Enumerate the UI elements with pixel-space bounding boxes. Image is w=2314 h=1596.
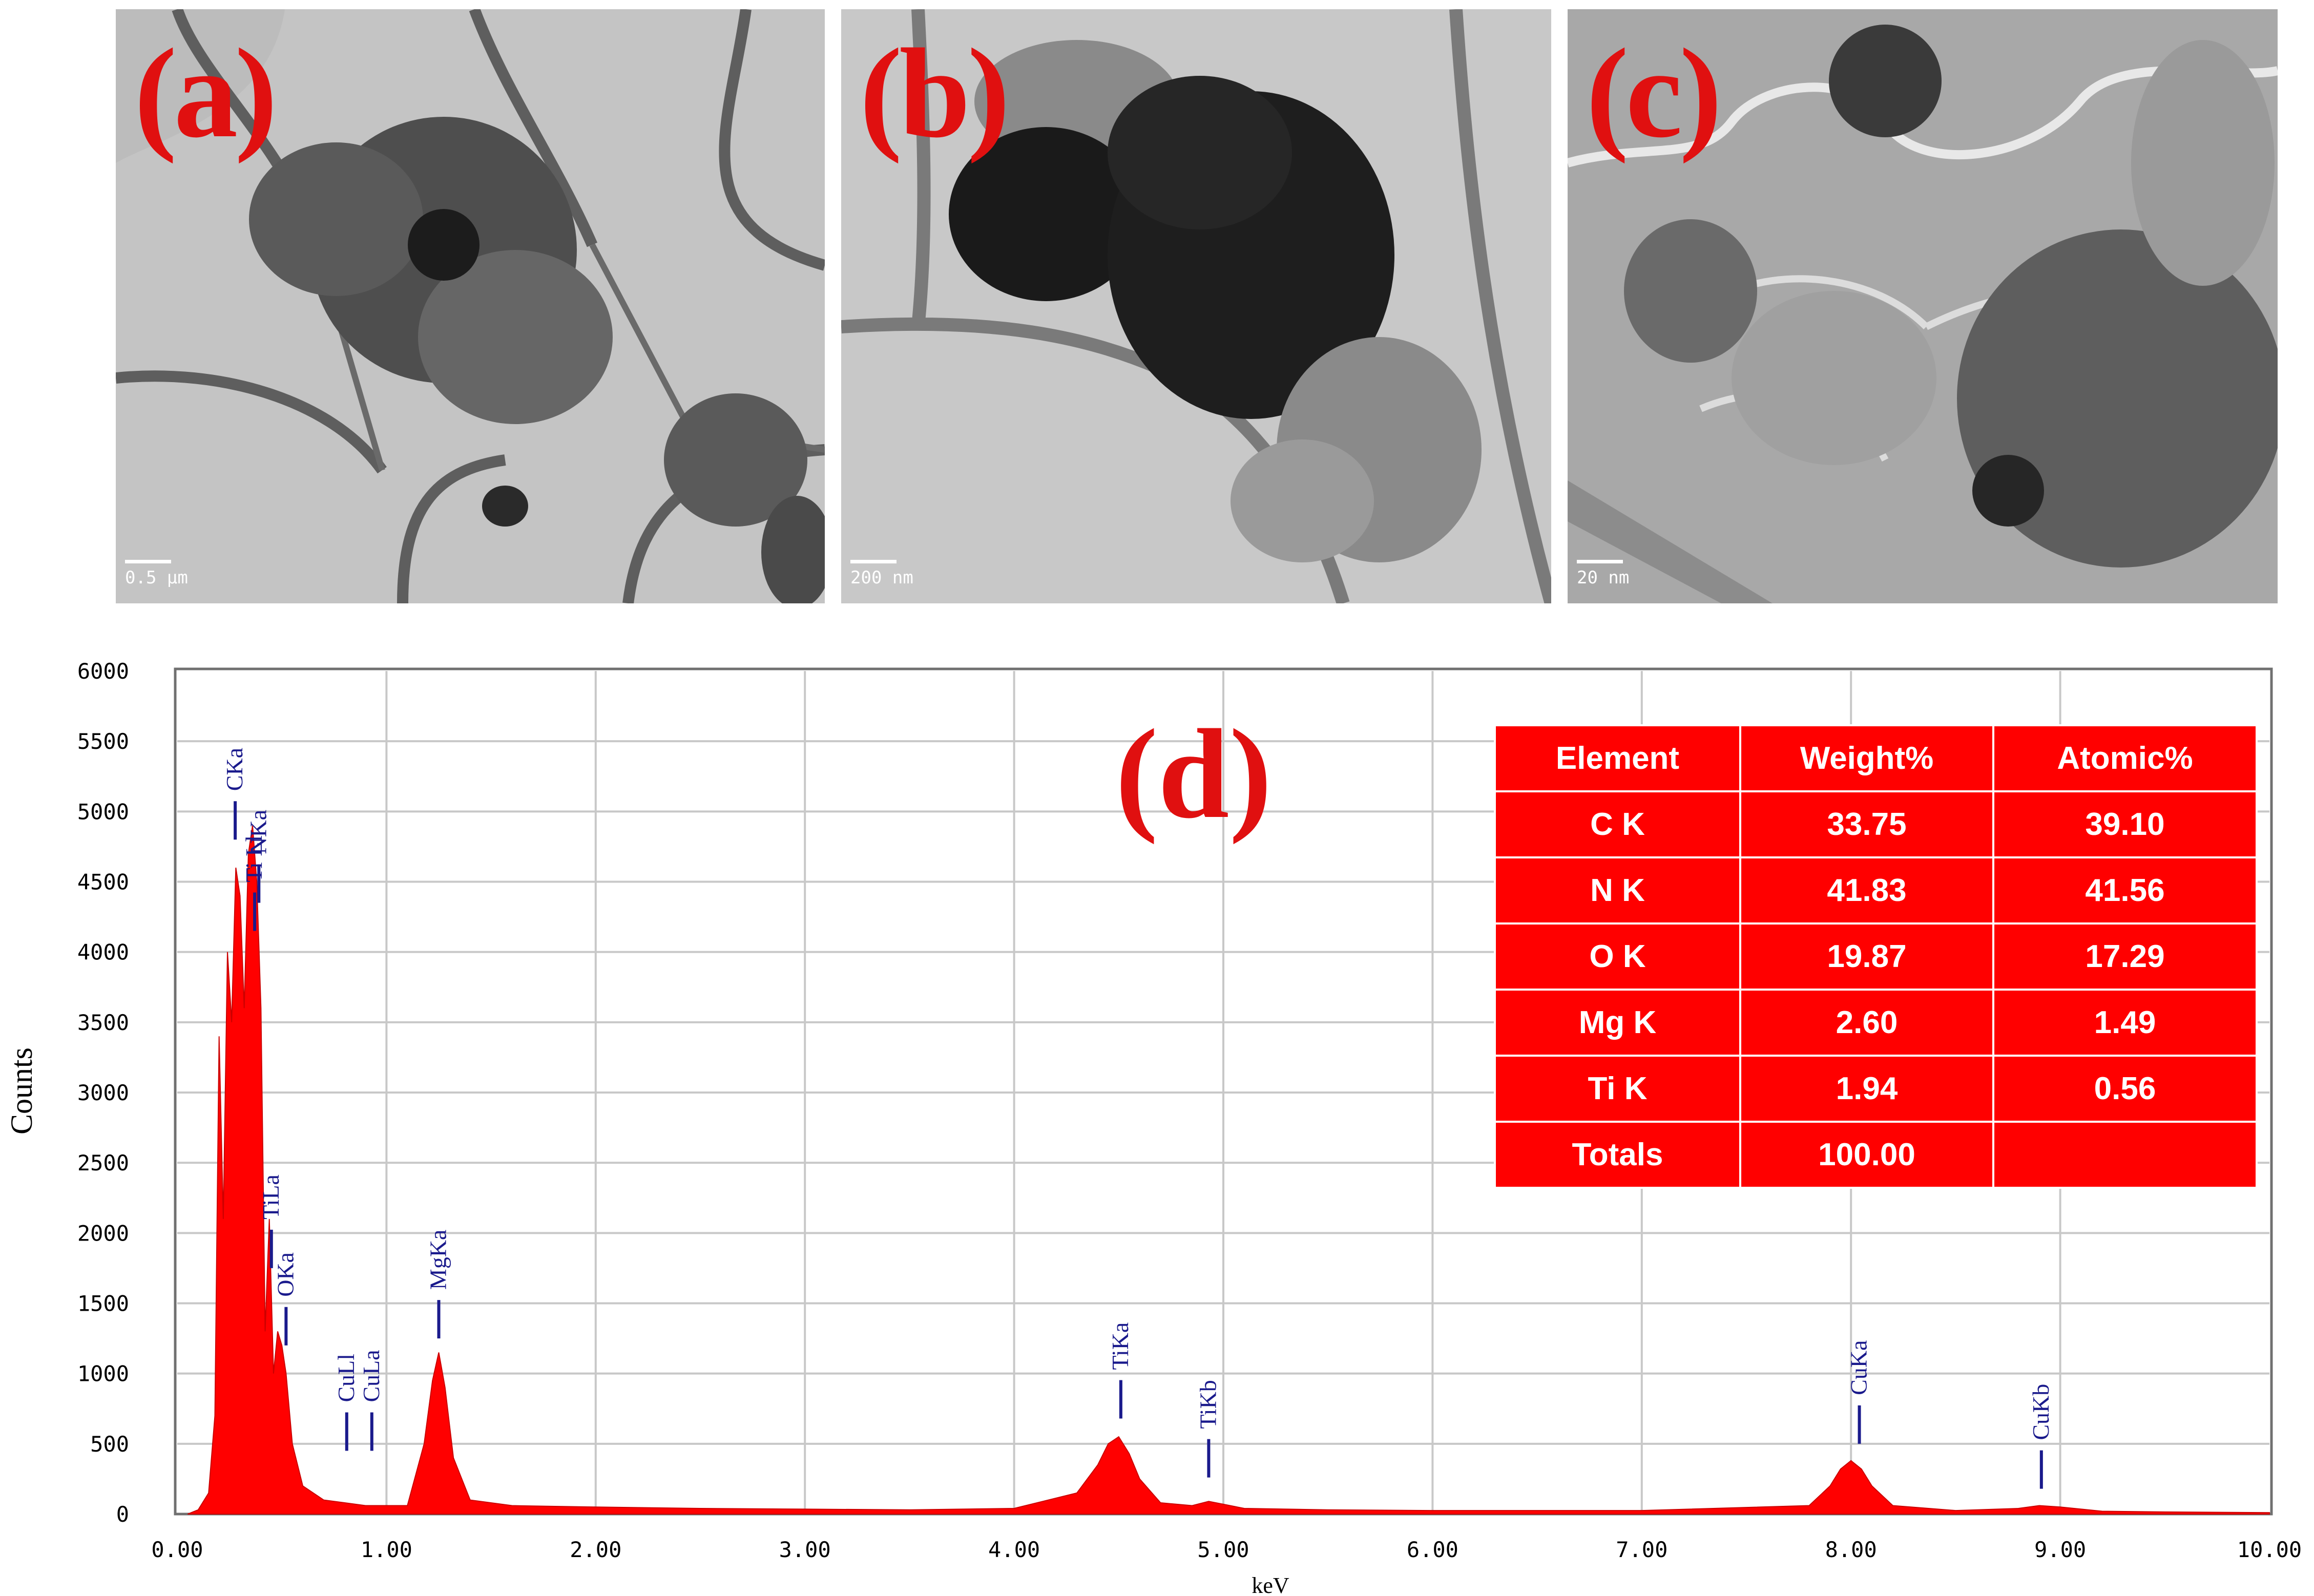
table-cell: 41.83 xyxy=(1739,856,1994,925)
peak-marker: MgKa xyxy=(425,1230,451,1339)
panel-label: (c) xyxy=(1586,23,1722,164)
table-cell: 19.87 xyxy=(1739,922,1994,991)
scale-bar: 20 nm xyxy=(1577,560,1629,588)
x-tick-label: 7.00 xyxy=(1616,1537,1667,1562)
scale-bar-label: 20 nm xyxy=(1577,568,1630,588)
peak-label: Ti Ll xyxy=(241,835,267,883)
peak-marker: OKa xyxy=(272,1252,298,1346)
peak-marker: Ti Ll xyxy=(241,835,267,931)
table-cell: Totals xyxy=(1494,1121,1741,1189)
peak-marker: NKa xyxy=(245,810,271,903)
scale-bar: 0.5 µm xyxy=(125,560,188,588)
table-cell: 100.00 xyxy=(1739,1121,1994,1189)
scale-bar-label: 0.5 µm xyxy=(125,568,188,588)
y-tick-label: 2000 xyxy=(77,1221,129,1246)
table-row: N K 41.83 41.56 xyxy=(1494,856,2258,925)
x-tick-labels: 0.00 1.00 2.00 3.00 4.00 5.00 6.00 7.00 8.00 9.00… xyxy=(151,1537,2302,1562)
x-tick-label: 3.00 xyxy=(779,1537,831,1562)
peak-marker: CuKb xyxy=(2028,1384,2054,1489)
y-tick-label: 1500 xyxy=(77,1291,129,1316)
y-tick-label: 0 xyxy=(116,1502,129,1527)
table-cell: Mg K xyxy=(1494,989,1741,1057)
y-tick-label: 5500 xyxy=(77,729,129,754)
scale-bar: 200 nm xyxy=(850,560,913,588)
peak-marker: TiKb xyxy=(1195,1380,1221,1478)
peak-marker: CuLa xyxy=(358,1350,384,1451)
scale-bar-label: 200 nm xyxy=(850,568,913,588)
table-cell: 41.56 xyxy=(1992,856,2258,925)
panel-label: (b) xyxy=(860,23,1010,164)
x-axis-title: keV xyxy=(1252,1573,1289,1596)
x-tick-label: 9.00 xyxy=(2034,1537,2086,1562)
y-tick-label: 6000 xyxy=(77,659,129,684)
x-tick-label: 1.00 xyxy=(361,1537,412,1562)
table-row: Ti K 1.94 0.56 xyxy=(1494,1055,2258,1123)
panel-label: (a) xyxy=(134,23,278,164)
y-tick-label: 500 xyxy=(90,1432,129,1457)
table-cell: O K xyxy=(1494,922,1741,991)
table-cell xyxy=(1992,1121,2258,1189)
tem-image-panel-a: (a) 0.5 µm xyxy=(116,9,825,603)
peak-label: CuKa xyxy=(1846,1340,1872,1395)
x-tick-label: 8.00 xyxy=(1825,1537,1877,1562)
peak-label: OKa xyxy=(272,1252,298,1297)
peak-label: CuKb xyxy=(2028,1384,2054,1440)
table-cell: 39.10 xyxy=(1992,790,2258,858)
table-row: Totals 100.00 xyxy=(1494,1121,2258,1189)
peak-marker: CKa xyxy=(221,748,247,840)
table-cell: C K xyxy=(1494,790,1741,858)
panel-label: (d) xyxy=(1115,703,1272,845)
table-cell: 1.94 xyxy=(1739,1055,1994,1123)
y-tick-label: 5000 xyxy=(77,799,129,824)
table-cell: 17.29 xyxy=(1992,922,2258,991)
y-tick-label: 3500 xyxy=(77,1010,129,1035)
peak-label: CKa xyxy=(221,748,247,791)
table-cell: 2.60 xyxy=(1739,989,1994,1057)
y-tick-label: 2500 xyxy=(77,1150,129,1175)
table-row: Mg K 2.60 1.49 xyxy=(1494,989,2258,1057)
peak-label: TiLa xyxy=(258,1174,284,1220)
y-tick-label: 3000 xyxy=(77,1080,129,1105)
x-tick-label: 5.00 xyxy=(1197,1537,1249,1562)
x-tick-label: 2.00 xyxy=(570,1537,621,1562)
table-row: O K 19.87 17.29 xyxy=(1494,922,2258,991)
table-cell: 1.49 xyxy=(1992,989,2258,1057)
y-tick-labels: 0 500 1000 1500 2000 2500 3000 3500 4000 4500 5000… xyxy=(77,659,129,1527)
peak-label: NKa xyxy=(245,810,271,854)
table-header-row: Element Weight% Atomic% xyxy=(1494,724,2258,792)
peak-label: TiKb xyxy=(1195,1380,1221,1429)
table-cell: Ti K xyxy=(1494,1055,1741,1123)
x-tick-label: 6.00 xyxy=(1407,1537,1458,1562)
tem-micrograph-c xyxy=(1568,9,2278,603)
peak-label: CuLa xyxy=(358,1350,384,1402)
peak-marker: TiLa xyxy=(258,1174,284,1268)
peak-label: TiKa xyxy=(1107,1322,1133,1370)
table-cell: Atomic% xyxy=(1992,724,2258,792)
peak-marker: CuKa xyxy=(1846,1340,1872,1444)
table-cell: 0.56 xyxy=(1992,1055,2258,1123)
x-tick-label: 4.00 xyxy=(988,1537,1040,1562)
x-tick-label: 10.00 xyxy=(2237,1537,2302,1562)
element-composition-table: Element Weight% Atomic% C K 33.75 39.10 N K 41.… xyxy=(1494,724,2258,1189)
peak-marker: TiKa xyxy=(1107,1322,1133,1419)
peak-label: CuLl xyxy=(333,1354,359,1402)
spectrum-area xyxy=(187,825,2270,1515)
tem-micrograph-a xyxy=(116,9,825,603)
y-tick-label: 1000 xyxy=(77,1361,129,1387)
table-row: C K 33.75 39.10 xyxy=(1494,790,2258,858)
y-tick-label: 4500 xyxy=(77,870,129,895)
y-axis-title: Counts xyxy=(5,1047,38,1135)
x-tick-label: 0.00 xyxy=(151,1537,203,1562)
tem-micrograph-b xyxy=(841,9,1551,603)
table-cell: N K xyxy=(1494,856,1741,925)
peak-marker: CuLl xyxy=(333,1354,359,1451)
tem-image-panel-b: (b) 200 nm xyxy=(841,9,1551,603)
y-tick-label: 4000 xyxy=(77,940,129,965)
tem-image-panel-c: (c) 20 nm xyxy=(1568,9,2278,603)
table-cell: Weight% xyxy=(1739,724,1994,792)
peak-label: MgKa xyxy=(425,1230,451,1290)
table-cell: Element xyxy=(1494,724,1741,792)
table-cell: 33.75 xyxy=(1739,790,1994,858)
